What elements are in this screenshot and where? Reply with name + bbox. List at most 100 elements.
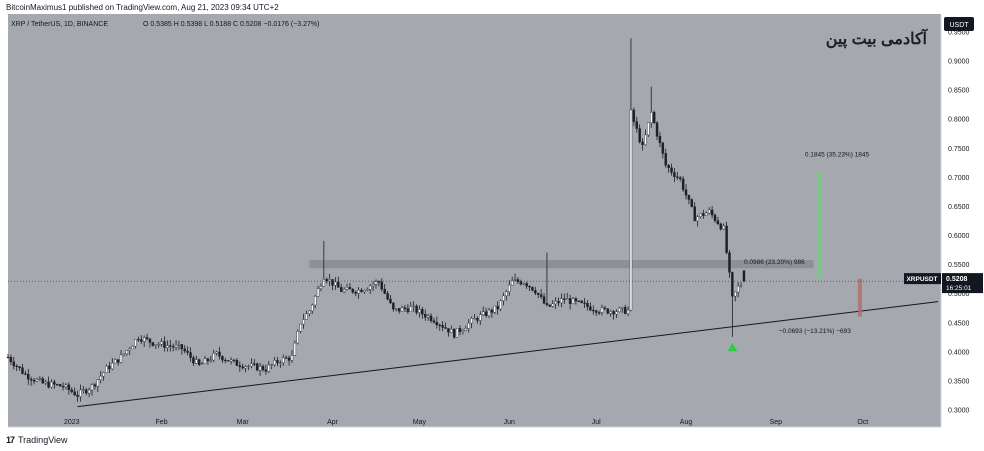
candle-body bbox=[166, 345, 169, 348]
time-tick-label: Jun bbox=[504, 419, 515, 426]
currency-label: USDT bbox=[949, 22, 969, 29]
time-tick-label: Aug bbox=[680, 419, 693, 426]
candle-body bbox=[566, 298, 569, 300]
candle-body bbox=[534, 290, 537, 294]
candle-body bbox=[47, 381, 50, 388]
candle-body bbox=[424, 313, 427, 318]
candle-body bbox=[383, 288, 386, 294]
candle-body bbox=[586, 303, 589, 307]
candle-body bbox=[548, 304, 552, 307]
candle-body bbox=[264, 369, 268, 372]
symbol-tag bbox=[904, 273, 941, 285]
candle-body bbox=[151, 342, 155, 346]
candle-body bbox=[305, 313, 308, 320]
price-tick-label: 0.6500 bbox=[948, 204, 970, 211]
candle-body bbox=[192, 357, 195, 364]
candle-body bbox=[38, 378, 42, 380]
support-trendline bbox=[77, 301, 939, 408]
candle-body bbox=[232, 359, 236, 361]
candle-body bbox=[583, 302, 586, 304]
candle-body bbox=[661, 142, 665, 154]
candle-body bbox=[406, 308, 410, 312]
candle-body bbox=[597, 312, 601, 314]
chart-legend: XRP / TetherUS, 1D, BINANCE bbox=[11, 21, 108, 28]
candle-body bbox=[742, 270, 746, 282]
candle-body bbox=[371, 284, 375, 287]
candle-body bbox=[455, 328, 459, 338]
measure-bar-1 bbox=[817, 171, 822, 279]
candle-body bbox=[221, 356, 224, 361]
candle-body bbox=[186, 350, 189, 353]
candle-body bbox=[267, 364, 270, 372]
candle-body bbox=[418, 309, 421, 313]
candle-body bbox=[539, 294, 543, 297]
candle-body bbox=[415, 305, 418, 313]
buy-signal-triangle bbox=[727, 343, 738, 352]
candle-body bbox=[282, 357, 285, 363]
candle-body bbox=[484, 311, 488, 317]
candle-body bbox=[142, 337, 146, 342]
tradingview-logo-icon: 17 bbox=[6, 435, 15, 445]
time-tick-label: Mar bbox=[237, 419, 250, 426]
candle-body bbox=[537, 292, 540, 295]
candle-body bbox=[696, 216, 699, 222]
candle-body bbox=[386, 293, 389, 300]
candle-body bbox=[273, 360, 276, 365]
candle-body bbox=[319, 286, 323, 289]
candle-body bbox=[325, 279, 328, 282]
candle-body bbox=[650, 112, 653, 123]
candle-body bbox=[119, 354, 123, 363]
candle-body bbox=[400, 307, 404, 312]
candle-body bbox=[226, 360, 230, 362]
candle-body bbox=[551, 303, 554, 307]
candle-body bbox=[116, 359, 120, 363]
candle-body bbox=[195, 359, 198, 364]
candle-body bbox=[177, 344, 181, 346]
candle-body bbox=[441, 325, 444, 328]
time-tick-label: Apr bbox=[327, 419, 339, 426]
candle-body bbox=[545, 303, 549, 306]
candle-body bbox=[258, 366, 262, 371]
candle-body bbox=[32, 380, 36, 382]
price-tick-label: 0.7000 bbox=[948, 175, 970, 182]
candle-body bbox=[198, 359, 201, 365]
measure-label-2: 0.0986 (23.20%) 986 bbox=[744, 259, 805, 266]
candle-body bbox=[522, 283, 525, 285]
candle-body bbox=[412, 305, 415, 307]
candle-body bbox=[516, 279, 520, 282]
candle-body bbox=[476, 318, 479, 321]
candle-body bbox=[531, 286, 534, 291]
price-axis-background bbox=[941, 14, 984, 427]
time-tick-label: Sep bbox=[770, 419, 783, 426]
measure-label-3: −0.0693 (−13.21%) −693 bbox=[779, 328, 851, 335]
candle-body bbox=[499, 300, 502, 310]
candle-body bbox=[638, 128, 641, 143]
candle-body bbox=[15, 365, 18, 367]
candle-body bbox=[284, 357, 288, 359]
candle-body bbox=[641, 141, 644, 145]
candle-body bbox=[290, 355, 294, 361]
candle-body bbox=[302, 319, 305, 325]
candle-body bbox=[644, 134, 647, 145]
candle-body bbox=[705, 212, 708, 216]
candle-body bbox=[345, 286, 349, 290]
candle-body bbox=[438, 324, 441, 326]
plot-background bbox=[8, 14, 941, 427]
price-tick-label: 0.3500 bbox=[948, 378, 970, 385]
candle-body bbox=[702, 213, 705, 216]
price-tick-label: 0.8500 bbox=[948, 88, 970, 95]
candle-body bbox=[623, 307, 627, 314]
time-tick-label: Jul bbox=[592, 419, 601, 426]
candle-body bbox=[606, 308, 609, 314]
candle-body bbox=[79, 389, 82, 397]
candle-body bbox=[183, 348, 186, 352]
time-tick-label: Oct bbox=[857, 419, 868, 426]
candle-body bbox=[90, 384, 94, 391]
candle-body bbox=[568, 298, 572, 304]
candle-body bbox=[647, 122, 650, 136]
candle-body bbox=[56, 384, 59, 386]
footer-brand-text: TradingView bbox=[18, 435, 68, 445]
candle-body bbox=[261, 366, 265, 371]
candle-body bbox=[241, 366, 244, 369]
